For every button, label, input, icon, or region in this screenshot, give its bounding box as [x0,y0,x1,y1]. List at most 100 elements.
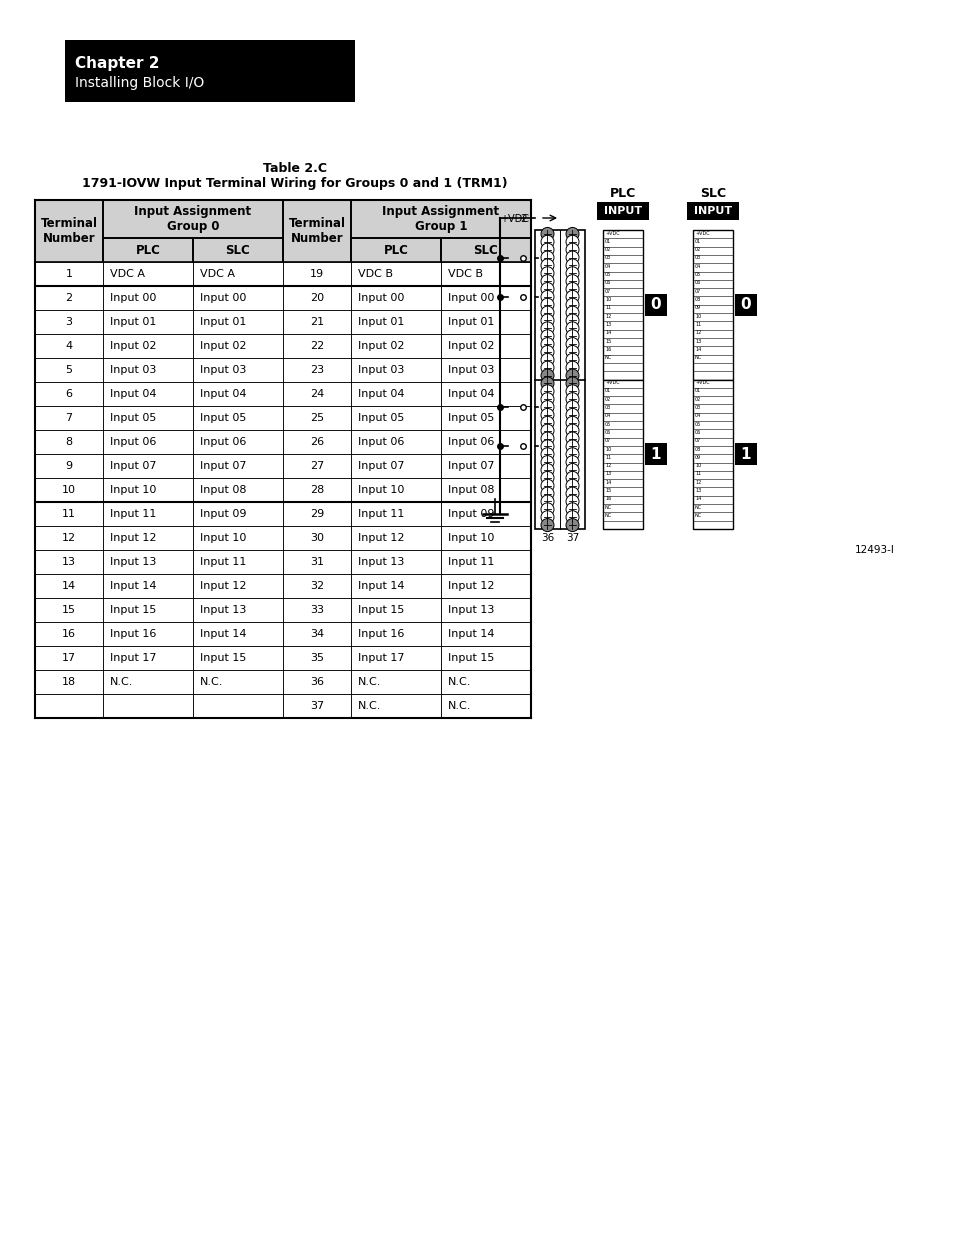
Text: Input 11: Input 11 [110,509,156,519]
Text: 16: 16 [604,347,611,352]
Text: Input 01: Input 01 [110,317,156,327]
Text: NC: NC [604,513,612,517]
Text: 16: 16 [604,496,611,501]
Text: Input 06: Input 06 [110,437,156,447]
Text: Input 02: Input 02 [110,341,156,351]
Text: VDC B: VDC B [448,269,482,279]
Text: 34: 34 [310,629,324,638]
Text: 14: 14 [604,479,611,484]
Circle shape [540,432,554,445]
Text: 31: 31 [310,557,324,567]
Bar [440,238,531,262]
Text: 06: 06 [695,280,700,285]
Text: N.C.: N.C. [110,677,133,687]
Text: 04: 04 [695,414,700,419]
Text: 37: 37 [310,701,324,711]
Circle shape [565,227,578,241]
Text: 01: 01 [604,238,611,243]
Text: 1: 1 [740,447,750,462]
Text: 37: 37 [565,534,578,543]
Circle shape [565,448,578,461]
Text: 10: 10 [695,314,700,319]
Bar [103,200,283,238]
Text: Input 11: Input 11 [448,557,494,567]
Text: 8: 8 [66,437,72,447]
Bar [351,238,440,262]
Circle shape [565,330,578,343]
Bar [351,200,531,238]
Text: Input 02: Input 02 [357,341,404,351]
Text: Input 13: Input 13 [200,605,246,615]
Circle shape [565,274,578,288]
Circle shape [565,377,578,390]
Circle shape [540,416,554,430]
Circle shape [565,290,578,304]
Text: NC: NC [695,505,701,510]
Text: Input 07: Input 07 [110,461,156,471]
Text: 07: 07 [695,438,700,443]
Text: Input 15: Input 15 [110,605,156,615]
Text: Input 02: Input 02 [200,341,246,351]
Text: 12493-I: 12493-I [854,545,894,555]
Text: Input 08: Input 08 [448,485,494,495]
Text: 11: 11 [695,322,700,327]
Text: Input 12: Input 12 [357,534,404,543]
Text: NC: NC [695,513,701,517]
Text: 02: 02 [695,396,700,401]
Circle shape [540,330,554,343]
Text: 08: 08 [695,447,700,452]
Text: 13: 13 [604,472,611,477]
Text: 03: 03 [695,405,700,410]
Text: Input 09: Input 09 [448,509,494,519]
Text: NC: NC [695,356,701,361]
Text: PLC: PLC [383,243,408,257]
Text: Input 03: Input 03 [110,366,156,375]
Circle shape [540,361,554,374]
Text: Input 05: Input 05 [110,412,156,424]
Bar [734,294,757,316]
Text: Input 14: Input 14 [357,580,404,592]
Bar [535,230,584,529]
Text: Input 15: Input 15 [200,653,246,663]
Text: Input 12: Input 12 [200,580,246,592]
Text: 20: 20 [310,293,324,303]
Text: Input 02: Input 02 [448,341,494,351]
Circle shape [540,306,554,319]
Text: SLC: SLC [473,243,497,257]
Circle shape [565,369,578,382]
Bar [692,230,732,379]
Text: Input 03: Input 03 [357,366,404,375]
Text: 04: 04 [604,264,611,269]
Text: Input 12: Input 12 [110,534,156,543]
Text: 05: 05 [695,272,700,277]
Text: Input 14: Input 14 [448,629,494,638]
Text: Input Assignment
Group 0: Input Assignment Group 0 [134,205,252,233]
Circle shape [540,251,554,264]
Circle shape [540,283,554,295]
Circle shape [540,409,554,421]
Text: +VDC: +VDC [604,380,619,385]
Circle shape [540,259,554,272]
Text: 02: 02 [604,396,611,401]
Text: 4: 4 [66,341,72,351]
Text: Input 13: Input 13 [357,557,404,567]
Text: VDC A: VDC A [200,269,234,279]
Text: 05: 05 [604,421,611,426]
Text: 08: 08 [695,296,700,303]
Text: Input 04: Input 04 [110,389,156,399]
Text: 13: 13 [695,338,700,343]
Text: Input 10: Input 10 [448,534,494,543]
Circle shape [565,283,578,295]
Text: Input 05: Input 05 [357,412,404,424]
Text: 1791-IOVW Input Terminal Wiring for Groups 0 and 1 (TRM1): 1791-IOVW Input Terminal Wiring for Grou… [82,177,507,190]
Text: Input 01: Input 01 [357,317,404,327]
Text: 12: 12 [695,330,700,335]
Text: 36: 36 [540,534,554,543]
Text: 19: 19 [310,269,324,279]
Bar [686,203,739,220]
Text: Input 07: Input 07 [357,461,404,471]
Text: Input 15: Input 15 [448,653,494,663]
Circle shape [540,353,554,367]
Text: Input 00: Input 00 [448,293,494,303]
Text: Terminal
Number: Terminal Number [40,217,97,245]
